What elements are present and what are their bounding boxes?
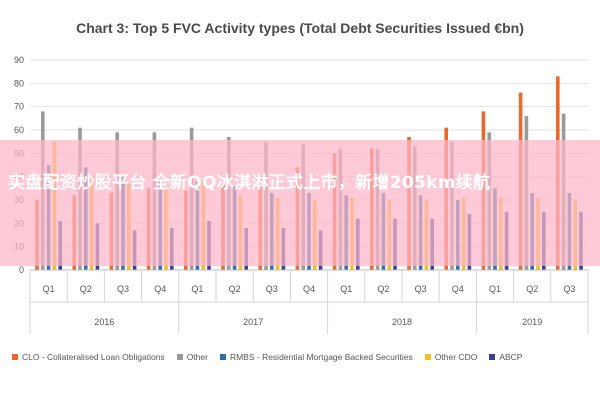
x-tick-label: Q1 (191, 284, 203, 294)
legend-item: RMBS - Residential Mortgage Backed Secur… (219, 352, 413, 362)
legend-label: RMBS - Residential Mortgage Backed Secur… (229, 352, 413, 362)
x-tick-label: Q1 (340, 284, 352, 294)
legend-item: Other CDO (424, 352, 478, 362)
x-tick-label: Q2 (229, 284, 241, 294)
y-tick-label: 60 (14, 125, 24, 135)
year-group-label: 2018 (392, 317, 412, 327)
x-tick-label: Q3 (266, 284, 278, 294)
year-group-label: 2017 (243, 317, 263, 327)
overlay-banner-text: 实盘配资炒股平台 全新QQ冰淇淋正式上市，新增205km续航 (8, 173, 491, 193)
x-tick-label: Q4 (303, 284, 315, 294)
legend-item: ABCP (489, 352, 522, 362)
x-tick-label: Q2 (80, 284, 92, 294)
legend-swatch (424, 354, 431, 360)
x-tick-label: Q3 (415, 284, 427, 294)
x-tick-label: Q1 (43, 284, 55, 294)
x-tick-label: Q1 (489, 284, 501, 294)
chart-legend: CLO - Collateralised Loan Obligations Oth… (12, 352, 600, 362)
year-group-label: 2016 (94, 317, 114, 327)
legend-label: ABCP (499, 352, 523, 362)
y-tick-label: 80 (14, 78, 24, 88)
legend-label: Other CDO (434, 352, 478, 362)
x-tick-label: Q2 (526, 284, 538, 294)
year-group-label: 2019 (522, 317, 542, 327)
legend-swatch (219, 354, 226, 360)
chart-title: Chart 3: Top 5 FVC Activity types (Total… (76, 20, 524, 36)
legend-swatch (489, 354, 496, 360)
y-tick-label: 70 (14, 102, 24, 112)
legend-label: CLO - Collateralised Loan Obligations (22, 352, 165, 362)
legend-item: CLO - Collateralised Loan Obligations (12, 352, 165, 362)
legend-swatch (12, 354, 18, 360)
x-tick-label: Q3 (563, 284, 575, 294)
x-tick-label: Q4 (154, 284, 166, 294)
y-tick-label: 90 (14, 55, 24, 65)
legend-item: Other (176, 352, 208, 362)
y-tick-label: 0 (19, 265, 24, 275)
legend-swatch (176, 354, 183, 360)
legend-label: Other (186, 352, 208, 362)
x-tick-label: Q4 (452, 284, 464, 294)
overlay-banner (0, 140, 600, 266)
x-tick-label: Q2 (377, 284, 389, 294)
x-tick-label: Q3 (117, 284, 129, 294)
